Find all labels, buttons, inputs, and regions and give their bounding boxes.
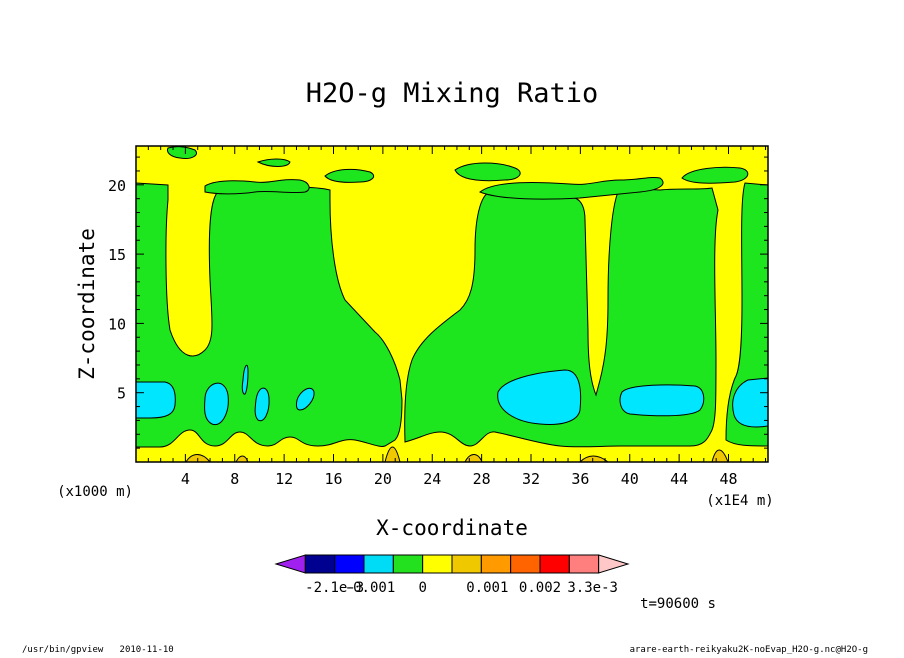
time-label: t=90600 s bbox=[640, 596, 716, 612]
colorbar-label: -0.001 bbox=[345, 580, 396, 596]
footer-right: arare-earth-reikyaku2K-noEvap_H2O-g.nc@H… bbox=[630, 645, 868, 654]
footer-left: /usr/bin/gpview 2010-11-10 bbox=[22, 645, 174, 654]
colorbar-swatch bbox=[304, 554, 336, 574]
contour-cyan-right-edge bbox=[732, 377, 768, 428]
x-tick-label: 44 bbox=[670, 470, 688, 488]
x-tick-label: 16 bbox=[324, 470, 342, 488]
x-tick-label: 8 bbox=[230, 470, 239, 488]
colorbar-swatch bbox=[363, 554, 394, 574]
colorbar bbox=[274, 554, 630, 574]
colorbar-swatch bbox=[392, 554, 424, 574]
x-tick-label: 28 bbox=[473, 470, 491, 488]
contour-cyan-blob-3 bbox=[254, 387, 270, 422]
contour-green-top-band-a bbox=[204, 179, 310, 195]
x-tick-label: 20 bbox=[374, 470, 392, 488]
plot-frame bbox=[135, 145, 769, 463]
colorbar-label: -2.1e-3 bbox=[305, 580, 364, 596]
colorbar-swatch bbox=[422, 554, 453, 574]
contour-cyan-blob-1 bbox=[204, 382, 229, 426]
x-axis-ticks: 4 8 12 16 20 24 28 32 36 40 44 48 bbox=[147, 146, 767, 488]
colorbar-labels: -2.1e-3-0.001 0 0.001 0.002 3.3e-3 bbox=[305, 580, 618, 596]
y-tick-label: 15 bbox=[108, 246, 126, 264]
contour-cyan-blob-4 bbox=[295, 387, 315, 411]
contour-cyan-blob-2 bbox=[241, 364, 249, 395]
x-tick-label: 32 bbox=[522, 470, 540, 488]
y-axis-ticks: 5 10 15 20 bbox=[108, 156, 768, 449]
contour-green-center-right bbox=[404, 187, 719, 448]
colorbar-swatch bbox=[480, 554, 512, 574]
x-tick-label: 48 bbox=[719, 470, 737, 488]
x-axis-label: X-coordinate bbox=[376, 516, 528, 540]
contour-green-top-right bbox=[681, 166, 749, 184]
x-tick-label: 36 bbox=[571, 470, 589, 488]
y-tick-label: 20 bbox=[108, 177, 126, 195]
contour-green-top-small bbox=[256, 158, 291, 167]
contour-cyan-left-edge bbox=[136, 381, 176, 419]
x-tick-label: 24 bbox=[423, 470, 441, 488]
colorbar-swatch bbox=[334, 554, 365, 574]
contour-cyan-right bbox=[619, 384, 705, 417]
x-tick-label: 12 bbox=[275, 470, 293, 488]
colorbar-triangle-low bbox=[274, 554, 306, 574]
colorbar-swatch bbox=[510, 554, 541, 574]
x-tick-label: 40 bbox=[621, 470, 639, 488]
x-unit-left: (x1000 m) bbox=[57, 484, 133, 500]
colorbar-label: 0.001 bbox=[466, 580, 508, 596]
x-unit-right: (x1E4 m) bbox=[706, 493, 773, 509]
chart-title: H2O-g Mixing Ratio bbox=[306, 78, 599, 109]
colorbar-label: 0.002 bbox=[519, 580, 561, 596]
colorbar-triangle-high bbox=[598, 554, 630, 574]
y-axis-label: Z-coordinate bbox=[75, 228, 99, 380]
contour-cyan-center-right bbox=[497, 369, 582, 425]
contour-green-top-band-d bbox=[479, 176, 664, 200]
y-tick-label: 10 bbox=[108, 315, 126, 333]
colorbar-swatch bbox=[568, 554, 600, 574]
contour-green-top-band-c bbox=[454, 162, 521, 182]
colorbar-label: 3.3e-3 bbox=[567, 580, 618, 596]
contour-green-bottom-band bbox=[136, 182, 403, 448]
colorbar-swatch bbox=[451, 554, 482, 574]
contour-green-top-band-b bbox=[324, 168, 375, 183]
colorbar-swatch bbox=[539, 554, 570, 574]
x-tick-label: 4 bbox=[181, 470, 190, 488]
y-tick-label: 5 bbox=[117, 385, 126, 403]
colorbar-label: 0 bbox=[418, 580, 426, 596]
